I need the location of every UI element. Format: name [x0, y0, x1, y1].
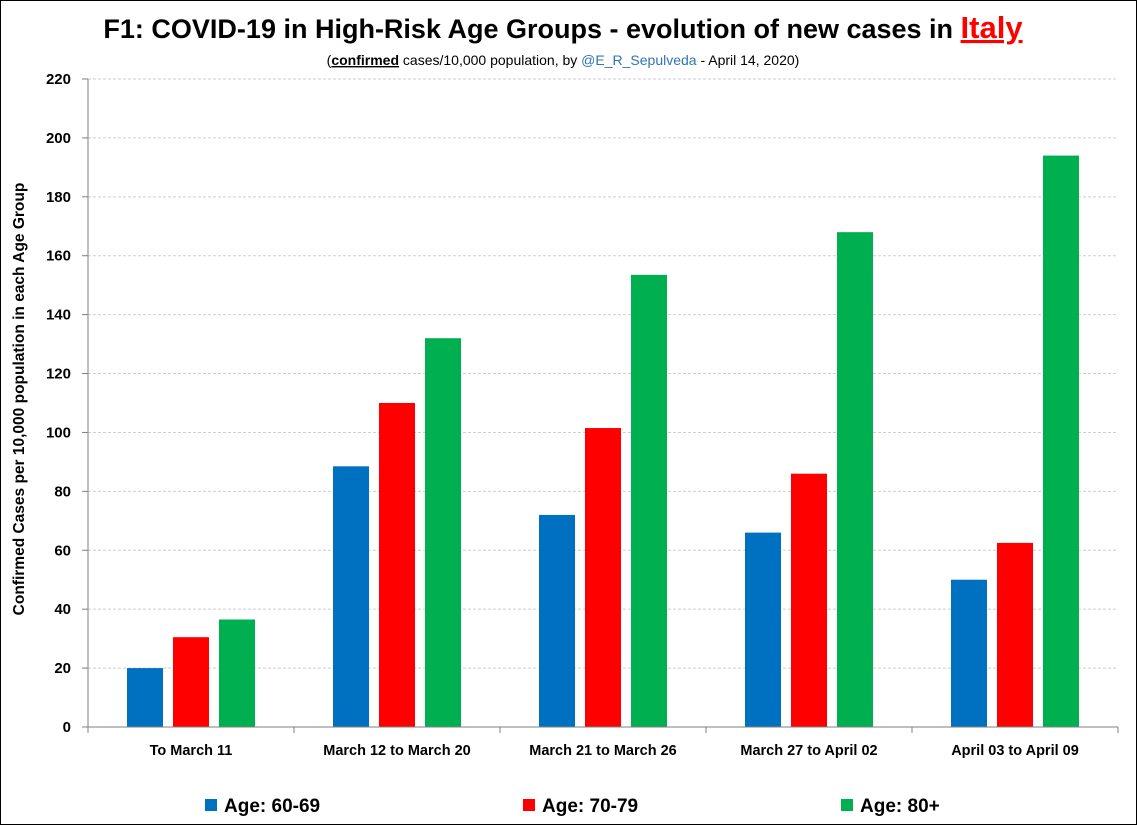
y-tick-label: 40 [54, 601, 71, 618]
bar [539, 514, 575, 727]
bars [127, 155, 1079, 728]
bar [585, 428, 621, 727]
chart-title-prefix: F1: COVID-19 in High-Risk Age Groups - e… [103, 14, 960, 44]
bar [791, 473, 827, 727]
y-tick-label: 60 [54, 542, 71, 559]
bar [219, 619, 255, 727]
legend-swatch [841, 799, 853, 811]
y-axis-label: Confirmed Cases per 10,000 population in… [11, 183, 28, 616]
bar [1043, 155, 1079, 728]
bar [951, 579, 987, 727]
x-category-label: March 21 to March 26 [529, 743, 676, 759]
y-tick-label: 200 [46, 130, 71, 147]
subtitle-emphasis: confirmed [331, 52, 399, 68]
bar [333, 466, 369, 727]
chart-subtitle: (confirmed cases/10,000 population, by @… [327, 52, 800, 68]
subtitle-open: ( [327, 52, 332, 68]
legend-swatch [205, 799, 217, 811]
y-tick-labels: 0 20 40 60 80 100 120 140 160 180 200 220 [46, 71, 71, 736]
chart-title: F1: COVID-19 in High-Risk Age Groups - e… [103, 10, 1023, 45]
subtitle-middle: cases/10,000 population, by [399, 52, 581, 68]
subtitle-close: - April 14, 2020) [697, 52, 800, 68]
y-tick-label: 0 [63, 719, 71, 736]
y-tick-label: 160 [46, 248, 71, 265]
subtitle-handle: @E_R_Sepulveda [581, 52, 697, 68]
x-category-labels: To March 11 March 12 to March 20 March 21 … [150, 743, 1079, 759]
bar [379, 403, 415, 727]
axes [82, 78, 1119, 733]
bar [425, 338, 461, 727]
bar [173, 637, 209, 727]
x-category-label: March 27 to April 02 [740, 743, 877, 759]
y-tick-label: 100 [46, 424, 71, 441]
legend-label: Age: 60-69 [224, 796, 320, 817]
y-tick-label: 220 [46, 71, 71, 88]
x-category-label: March 12 to March 20 [323, 743, 470, 759]
bar [837, 232, 873, 727]
y-tick-label: 140 [46, 307, 71, 324]
legend-swatch [523, 799, 535, 811]
bar [127, 668, 163, 727]
x-category-label: To March 11 [150, 743, 233, 759]
legend-label: Age: 80+ [860, 796, 940, 817]
bar [631, 274, 667, 727]
y-tick-label: 20 [54, 660, 71, 677]
legend-label: Age: 70-79 [542, 796, 638, 817]
chart-title-country: Italy [961, 10, 1024, 45]
x-category-label: April 03 to April 09 [951, 743, 1079, 759]
y-tick-label: 120 [46, 366, 71, 383]
y-tick-label: 80 [54, 483, 71, 500]
y-tick-label: 180 [46, 189, 71, 206]
bar [997, 542, 1033, 727]
legend: Age: 60-69 Age: 70-79 Age: 80+ [205, 796, 940, 817]
bar [745, 532, 781, 727]
